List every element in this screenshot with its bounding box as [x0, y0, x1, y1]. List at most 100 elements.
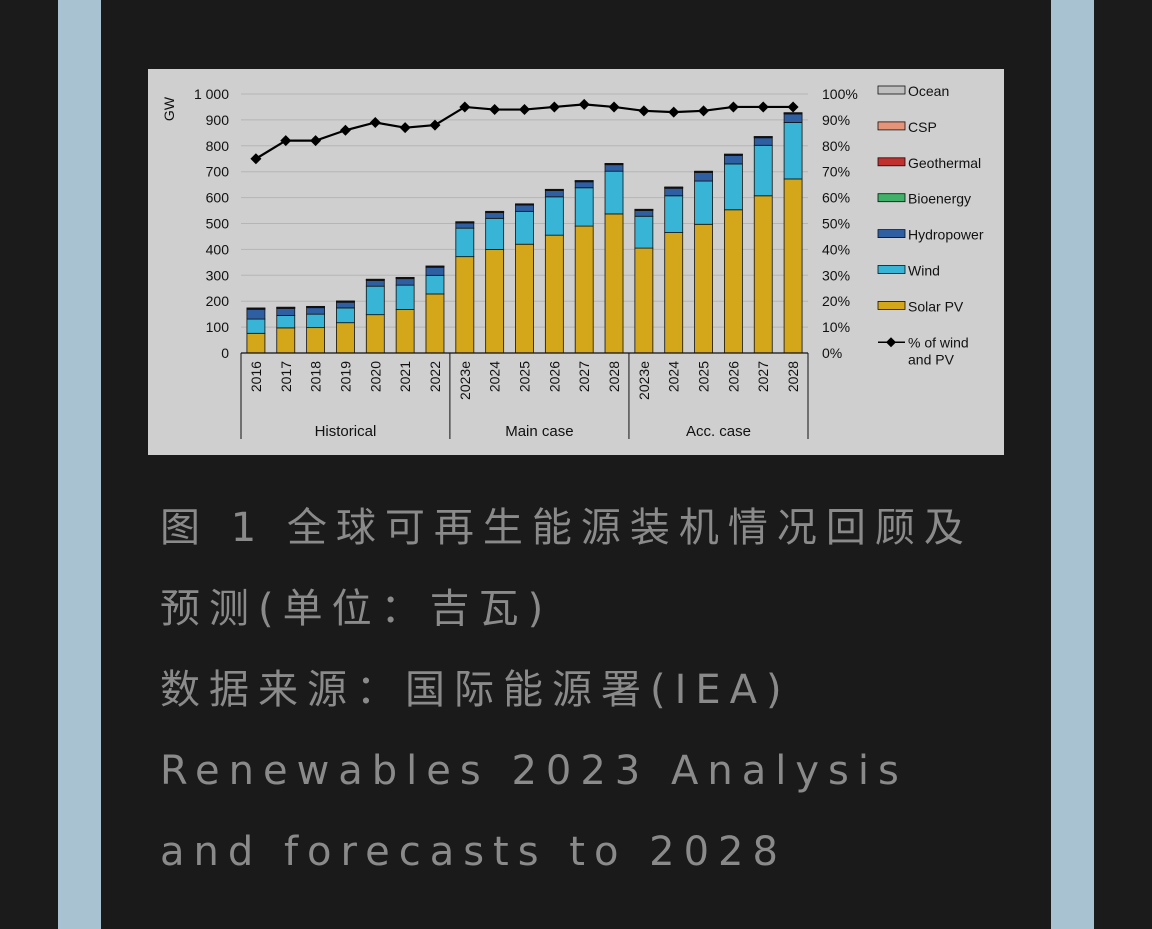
bar-wind — [365, 285, 385, 316]
bar-wind — [485, 217, 505, 250]
legend-swatch — [877, 85, 906, 95]
y2-tick-label: 30% — [822, 267, 850, 283]
line-marker — [727, 101, 739, 113]
bar-hydropower — [276, 308, 296, 316]
right-border-strip — [1051, 0, 1094, 929]
bar-hydropower — [306, 307, 326, 315]
bar-wind — [455, 227, 475, 258]
y2-tick-label: 60% — [822, 190, 850, 206]
bar-wind — [694, 180, 713, 225]
bar-csp — [485, 210, 505, 213]
figure-caption: 图 1 全球可再生能源装机情况回顾及预测(单位：吉瓦) 数据来源：国际能源署(I… — [160, 488, 1000, 893]
bar-wind — [425, 274, 445, 295]
y-axis-label: GW — [161, 96, 177, 121]
line-marker — [548, 101, 560, 113]
bar-csp — [515, 203, 534, 205]
bar-csp — [753, 136, 773, 138]
legend-label: Wind — [908, 263, 940, 279]
group-label: Acc. case — [686, 423, 751, 440]
bar-solar-pv — [365, 314, 385, 354]
bar-csp — [694, 170, 713, 173]
bar-wind — [336, 307, 355, 324]
legend-label: % of wind — [908, 334, 969, 350]
y-tick-label: 800 — [206, 138, 230, 154]
x-tick-label: 2025 — [517, 361, 533, 392]
legend-swatch — [877, 265, 906, 274]
bar-csp — [574, 180, 594, 182]
bar-wind — [544, 196, 564, 236]
bar-solar-pv — [425, 293, 445, 354]
line-marker — [369, 116, 381, 128]
bar-csp — [395, 276, 415, 279]
legend-label: CSP — [908, 119, 937, 135]
bar-solar-pv — [336, 322, 355, 354]
bar-hydropower — [604, 164, 624, 172]
y-tick-label: 600 — [206, 190, 230, 206]
y-tick-label: 1 000 — [194, 86, 229, 102]
bar-solar-pv — [634, 247, 654, 354]
x-tick-label: 2019 — [337, 361, 353, 392]
figure-title: 图 1 全球可再生能源装机情况回顾及预测(单位：吉瓦) — [160, 505, 973, 632]
x-tick-label: 2027 — [755, 361, 771, 392]
y2-tick-label: 80% — [822, 138, 850, 154]
bar-hydropower — [485, 212, 505, 219]
bar-csp — [246, 307, 266, 309]
line-marker — [757, 101, 769, 113]
line-marker — [399, 122, 411, 134]
bar-solar-pv — [306, 327, 326, 354]
bar-solar-pv — [544, 234, 564, 354]
x-tick-label: 2018 — [308, 361, 324, 392]
y-tick-label: 500 — [206, 216, 230, 232]
y-tick-label: 400 — [206, 241, 230, 257]
y-tick-label: 0 — [221, 345, 229, 361]
y2-tick-label: 100% — [822, 86, 858, 102]
bar-hydropower — [723, 154, 743, 165]
line-marker — [310, 135, 322, 147]
bar-solar-pv — [276, 327, 296, 354]
bar-solar-pv — [574, 225, 594, 354]
bar-solar-pv — [485, 248, 505, 354]
bar-wind — [395, 284, 415, 310]
x-tick-label: 2023e — [457, 361, 473, 400]
x-tick-label: 2025 — [696, 361, 712, 392]
left-border-strip — [58, 0, 101, 929]
bar-solar-pv — [515, 243, 534, 354]
line-marker — [280, 135, 292, 147]
x-tick-label: 2028 — [785, 361, 801, 392]
bar-wind — [276, 315, 296, 329]
y2-tick-label: 50% — [822, 216, 850, 232]
bar-hydropower — [395, 278, 415, 286]
bar-csp — [365, 278, 385, 281]
bar-hydropower — [455, 222, 475, 229]
renewable-capacity-chart: 0 100 200 300 400 500 600 700 800 900 1 000 0% 10% 20… — [161, 83, 984, 440]
line-marker — [429, 119, 441, 131]
legend-swatch — [877, 229, 906, 239]
x-tick-label: 2028 — [606, 361, 622, 392]
bar-csp — [425, 265, 445, 267]
line-marker — [608, 101, 620, 113]
bar-wind — [753, 144, 773, 197]
line-marker — [339, 124, 351, 136]
bar-csp — [723, 153, 743, 155]
x-tick-label: 2026 — [546, 361, 562, 392]
legend-label: Solar PV — [908, 298, 964, 314]
legend-label: Bioenergy — [908, 191, 971, 207]
bar-wind — [515, 210, 534, 245]
bar-solar-pv — [723, 209, 743, 354]
y2-tick-label: 0% — [822, 345, 842, 361]
bar-solar-pv — [694, 223, 713, 354]
y-tick-label: 700 — [206, 164, 230, 180]
bar-hydropower — [515, 204, 534, 212]
line-marker — [668, 106, 680, 118]
line-marker — [698, 105, 710, 117]
bar-solar-pv — [664, 232, 684, 354]
bar-csp — [664, 186, 684, 188]
y-tick-label: 900 — [206, 112, 230, 128]
bar-hydropower — [246, 309, 266, 320]
chart-figure: 0 100 200 300 400 500 600 700 800 900 1 000 0% 10% 20… — [148, 69, 1004, 455]
bar-solar-pv — [604, 213, 624, 354]
legend-label: Geothermal — [908, 155, 981, 171]
line-marker — [459, 101, 471, 113]
bar-hydropower — [694, 172, 713, 182]
bar-csp — [544, 188, 564, 191]
